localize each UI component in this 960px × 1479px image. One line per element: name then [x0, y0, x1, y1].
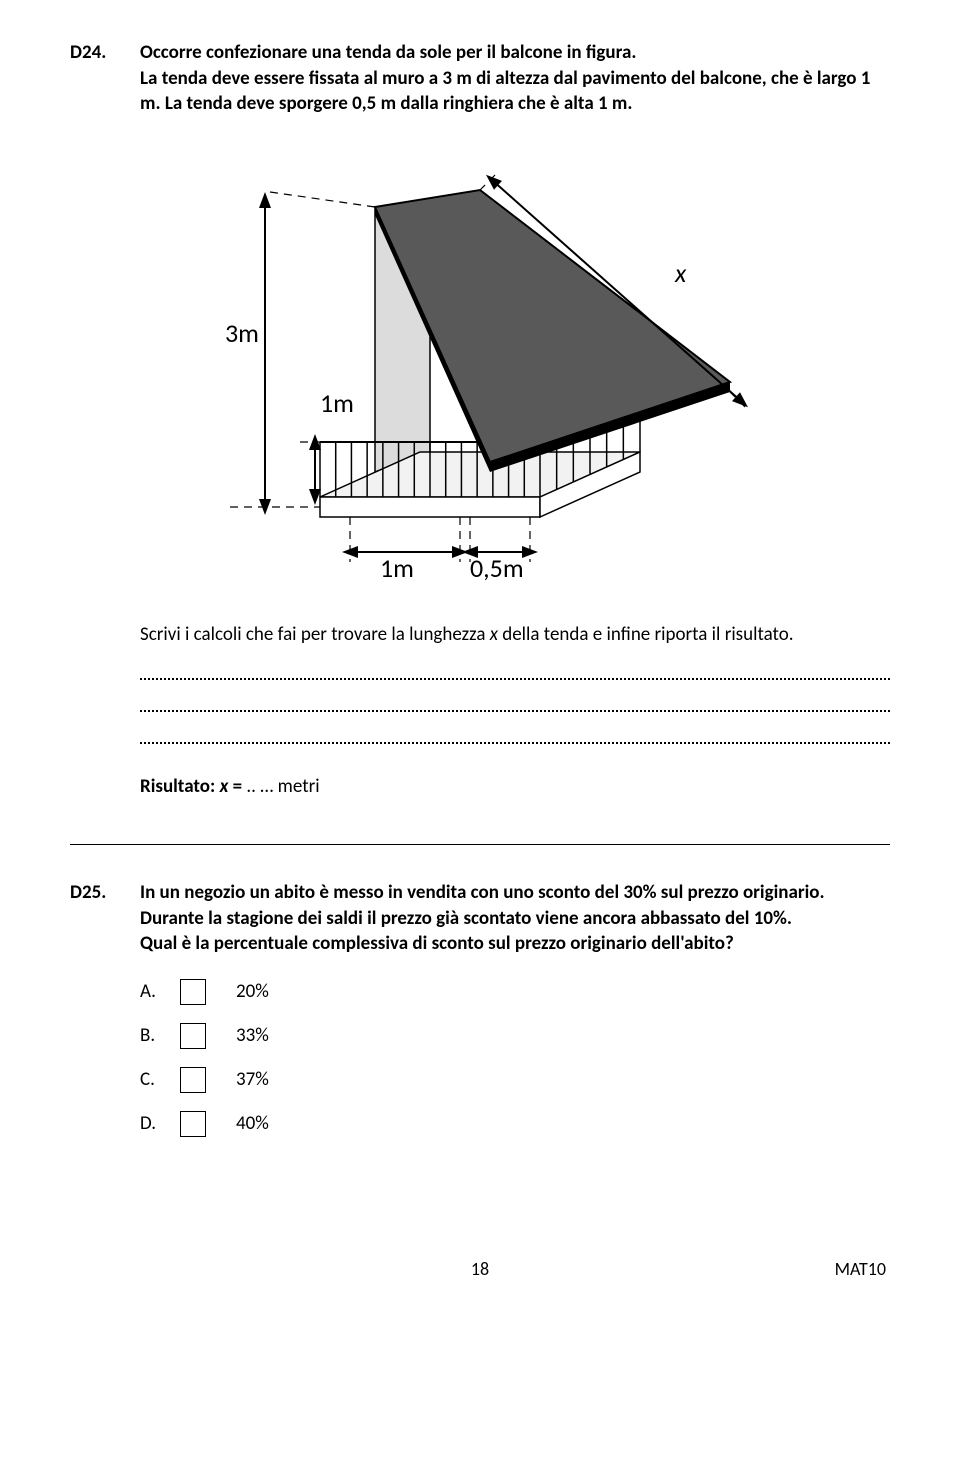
svg-text:3m: 3m	[225, 317, 259, 349]
page-footer: 18 MAT10	[70, 1257, 890, 1281]
question-number: D24.	[70, 40, 140, 66]
option-row: C. 37%	[140, 1067, 890, 1093]
question-text: In un negozio un abito è messo in vendit…	[140, 880, 890, 957]
option-checkbox[interactable]	[180, 979, 206, 1005]
separator	[70, 844, 890, 845]
option-value: 37%	[236, 1067, 269, 1093]
result-line: Risultato: x = .. … metri	[140, 774, 890, 800]
footer-code: MAT10	[786, 1257, 886, 1281]
option-value: 40%	[236, 1111, 269, 1137]
answer-line-1[interactable]	[140, 678, 890, 680]
option-letter: C.	[140, 1067, 180, 1093]
option-value: 20%	[236, 979, 269, 1005]
option-letter: B.	[140, 1023, 180, 1049]
question-d24: D24. Occorre confezionare una tenda da s…	[70, 40, 890, 799]
question-text: Occorre confezionare una tenda da sole p…	[140, 40, 890, 66]
option-checkbox[interactable]	[180, 1067, 206, 1093]
option-checkbox[interactable]	[180, 1023, 206, 1049]
svg-text:0,5m: 0,5m	[470, 552, 524, 582]
svg-text:1m: 1m	[380, 552, 414, 582]
option-value: 33%	[236, 1023, 269, 1049]
option-checkbox[interactable]	[180, 1111, 206, 1137]
answer-line-3[interactable]	[140, 742, 890, 744]
question-number: D25.	[70, 880, 140, 906]
option-row: A. 20%	[140, 979, 890, 1005]
question-d25: D25. In un negozio un abito è messo in v…	[70, 880, 890, 1137]
instruction-text: Scrivi i calcoli che fai per trovare la …	[140, 622, 890, 648]
option-row: D. 40%	[140, 1111, 890, 1137]
option-row: B. 33%	[140, 1023, 890, 1049]
question-text-cont: La tenda deve essere fissata al muro a 3…	[140, 66, 890, 117]
awning-figure: 3m 1m 1m 0,5m x	[70, 152, 890, 582]
answer-line-2[interactable]	[140, 710, 890, 712]
page-number: 18	[174, 1257, 786, 1281]
result-blank[interactable]: .. …	[246, 775, 273, 798]
option-letter: D.	[140, 1111, 180, 1137]
options-list: A. 20% B. 33% C. 37% D. 40%	[140, 979, 890, 1137]
svg-text:1m: 1m	[320, 387, 354, 419]
svg-text:x: x	[674, 257, 687, 289]
option-letter: A.	[140, 979, 180, 1005]
